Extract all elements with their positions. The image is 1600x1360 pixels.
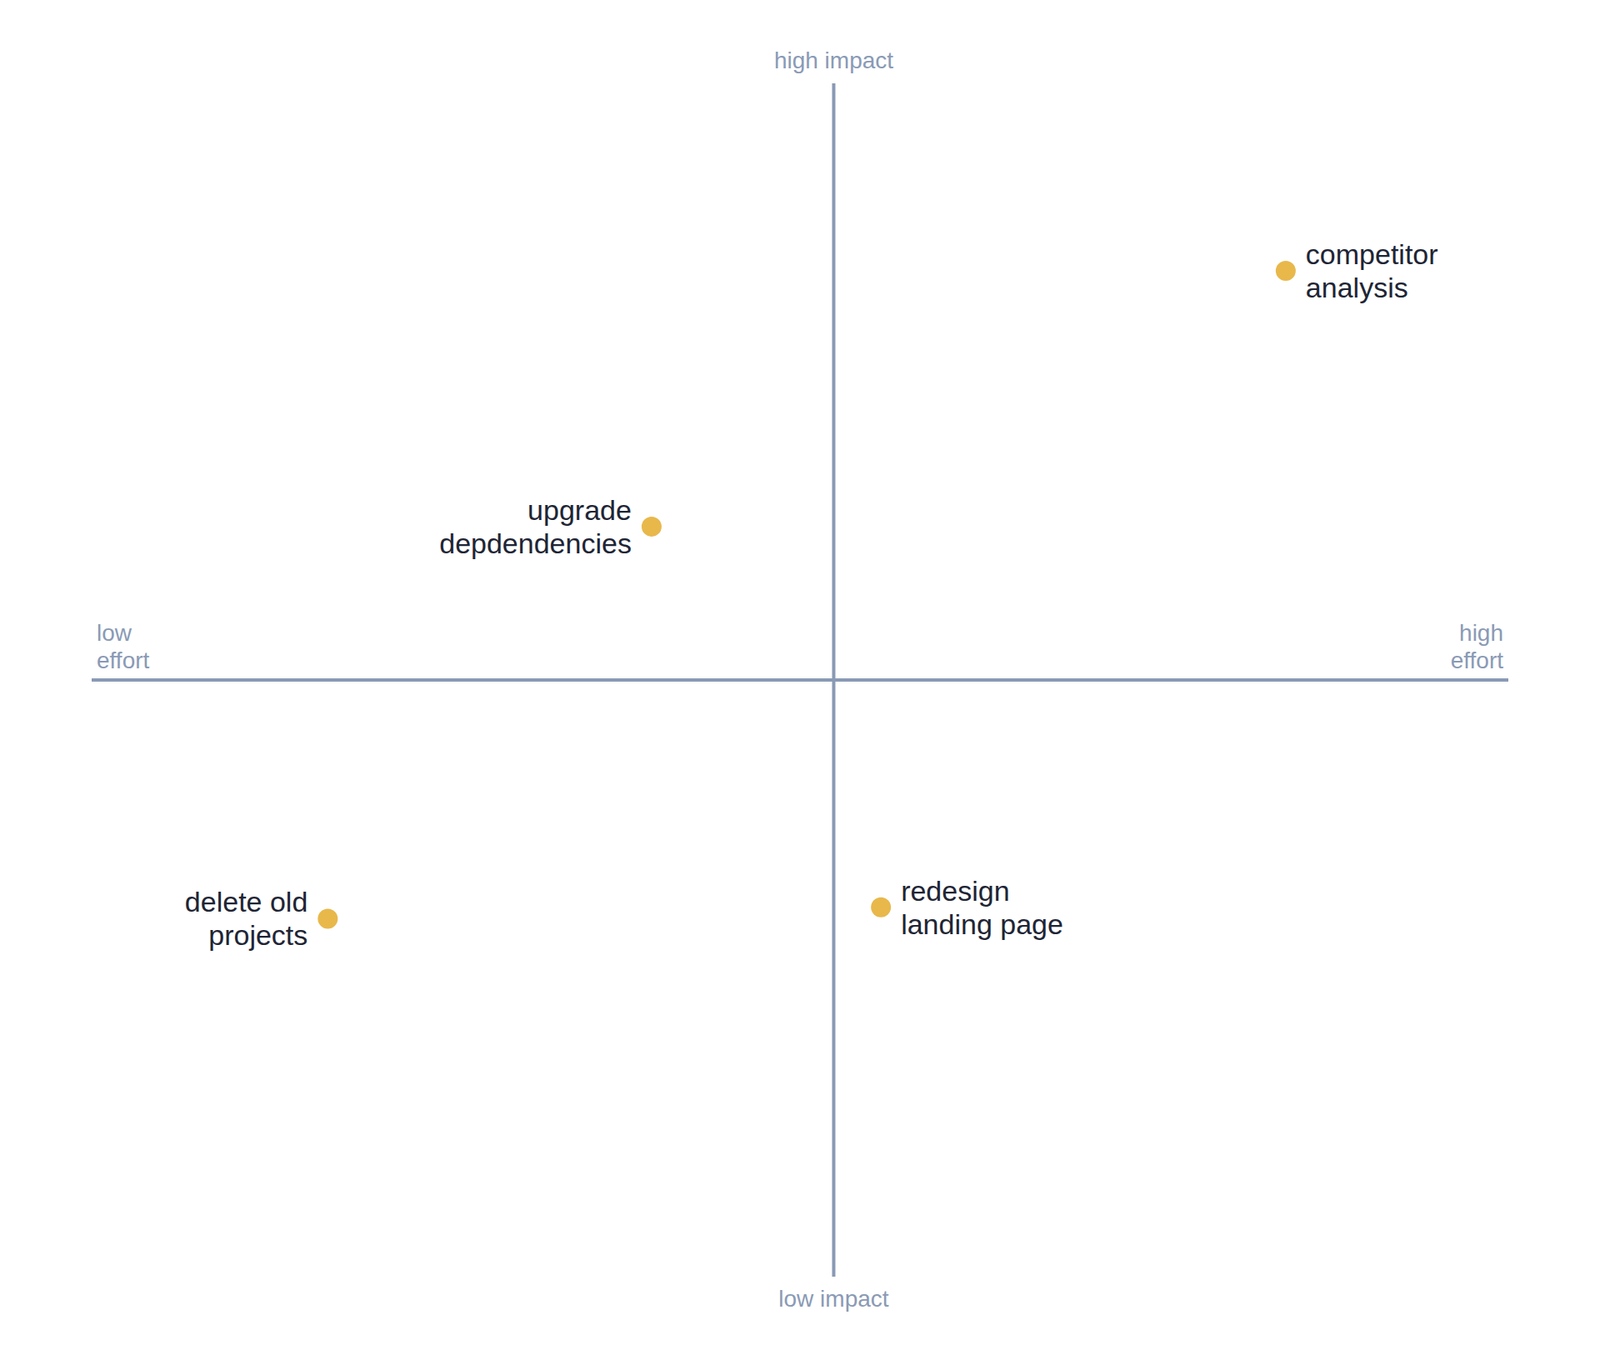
point xyxy=(317,908,338,929)
point-label-line: analysis xyxy=(1305,271,1409,304)
points xyxy=(317,260,1296,929)
point-label-line: depdendencies xyxy=(439,527,632,560)
point-label: redesignlanding page xyxy=(900,875,1064,940)
point xyxy=(870,897,891,918)
point-label: competitoranalysis xyxy=(1305,238,1439,304)
axis-label-low-impact-line: low impact xyxy=(778,1285,889,1312)
point-label-line: upgrade xyxy=(527,494,632,526)
point-label-line: redesign xyxy=(900,875,1010,907)
axis-label-high-effort-line: high xyxy=(1459,620,1504,646)
point-label-line: competitor xyxy=(1305,238,1439,270)
axis-label-high-impact: high impact xyxy=(774,47,894,74)
axis-label-high-effort-line: effort xyxy=(1450,647,1505,674)
axis-label-high-impact-line: high impact xyxy=(774,47,894,74)
vertical-axis xyxy=(831,83,835,1277)
point-label-line: delete old xyxy=(185,885,308,918)
point-label-line: projects xyxy=(208,919,308,951)
point-labels: upgradedepdendencies competitoranalysis re… xyxy=(185,238,1439,951)
cross-axes xyxy=(91,83,1509,1277)
point xyxy=(1275,260,1296,281)
axis-label-high-effort: higheffort xyxy=(1450,620,1505,674)
axis-label-low-impact: low impact xyxy=(778,1285,889,1312)
point-label-line: landing page xyxy=(900,908,1064,940)
chart-svg: high impactlow impactlowefforthigheffort… xyxy=(0,0,1600,1360)
axis-label-low-effort-line: effort xyxy=(96,647,150,674)
point-label: delete oldprojects xyxy=(185,885,308,951)
chart-container: high impactlow impactlowefforthigheffort… xyxy=(0,0,1600,1360)
point-label: upgradedepdendencies xyxy=(439,494,632,560)
axis-label-low-effort-line: low xyxy=(96,620,133,646)
background xyxy=(0,0,1600,1360)
point xyxy=(641,516,662,537)
axis-label-low-effort: loweffort xyxy=(96,620,150,674)
horizontal-axis xyxy=(91,678,1509,682)
